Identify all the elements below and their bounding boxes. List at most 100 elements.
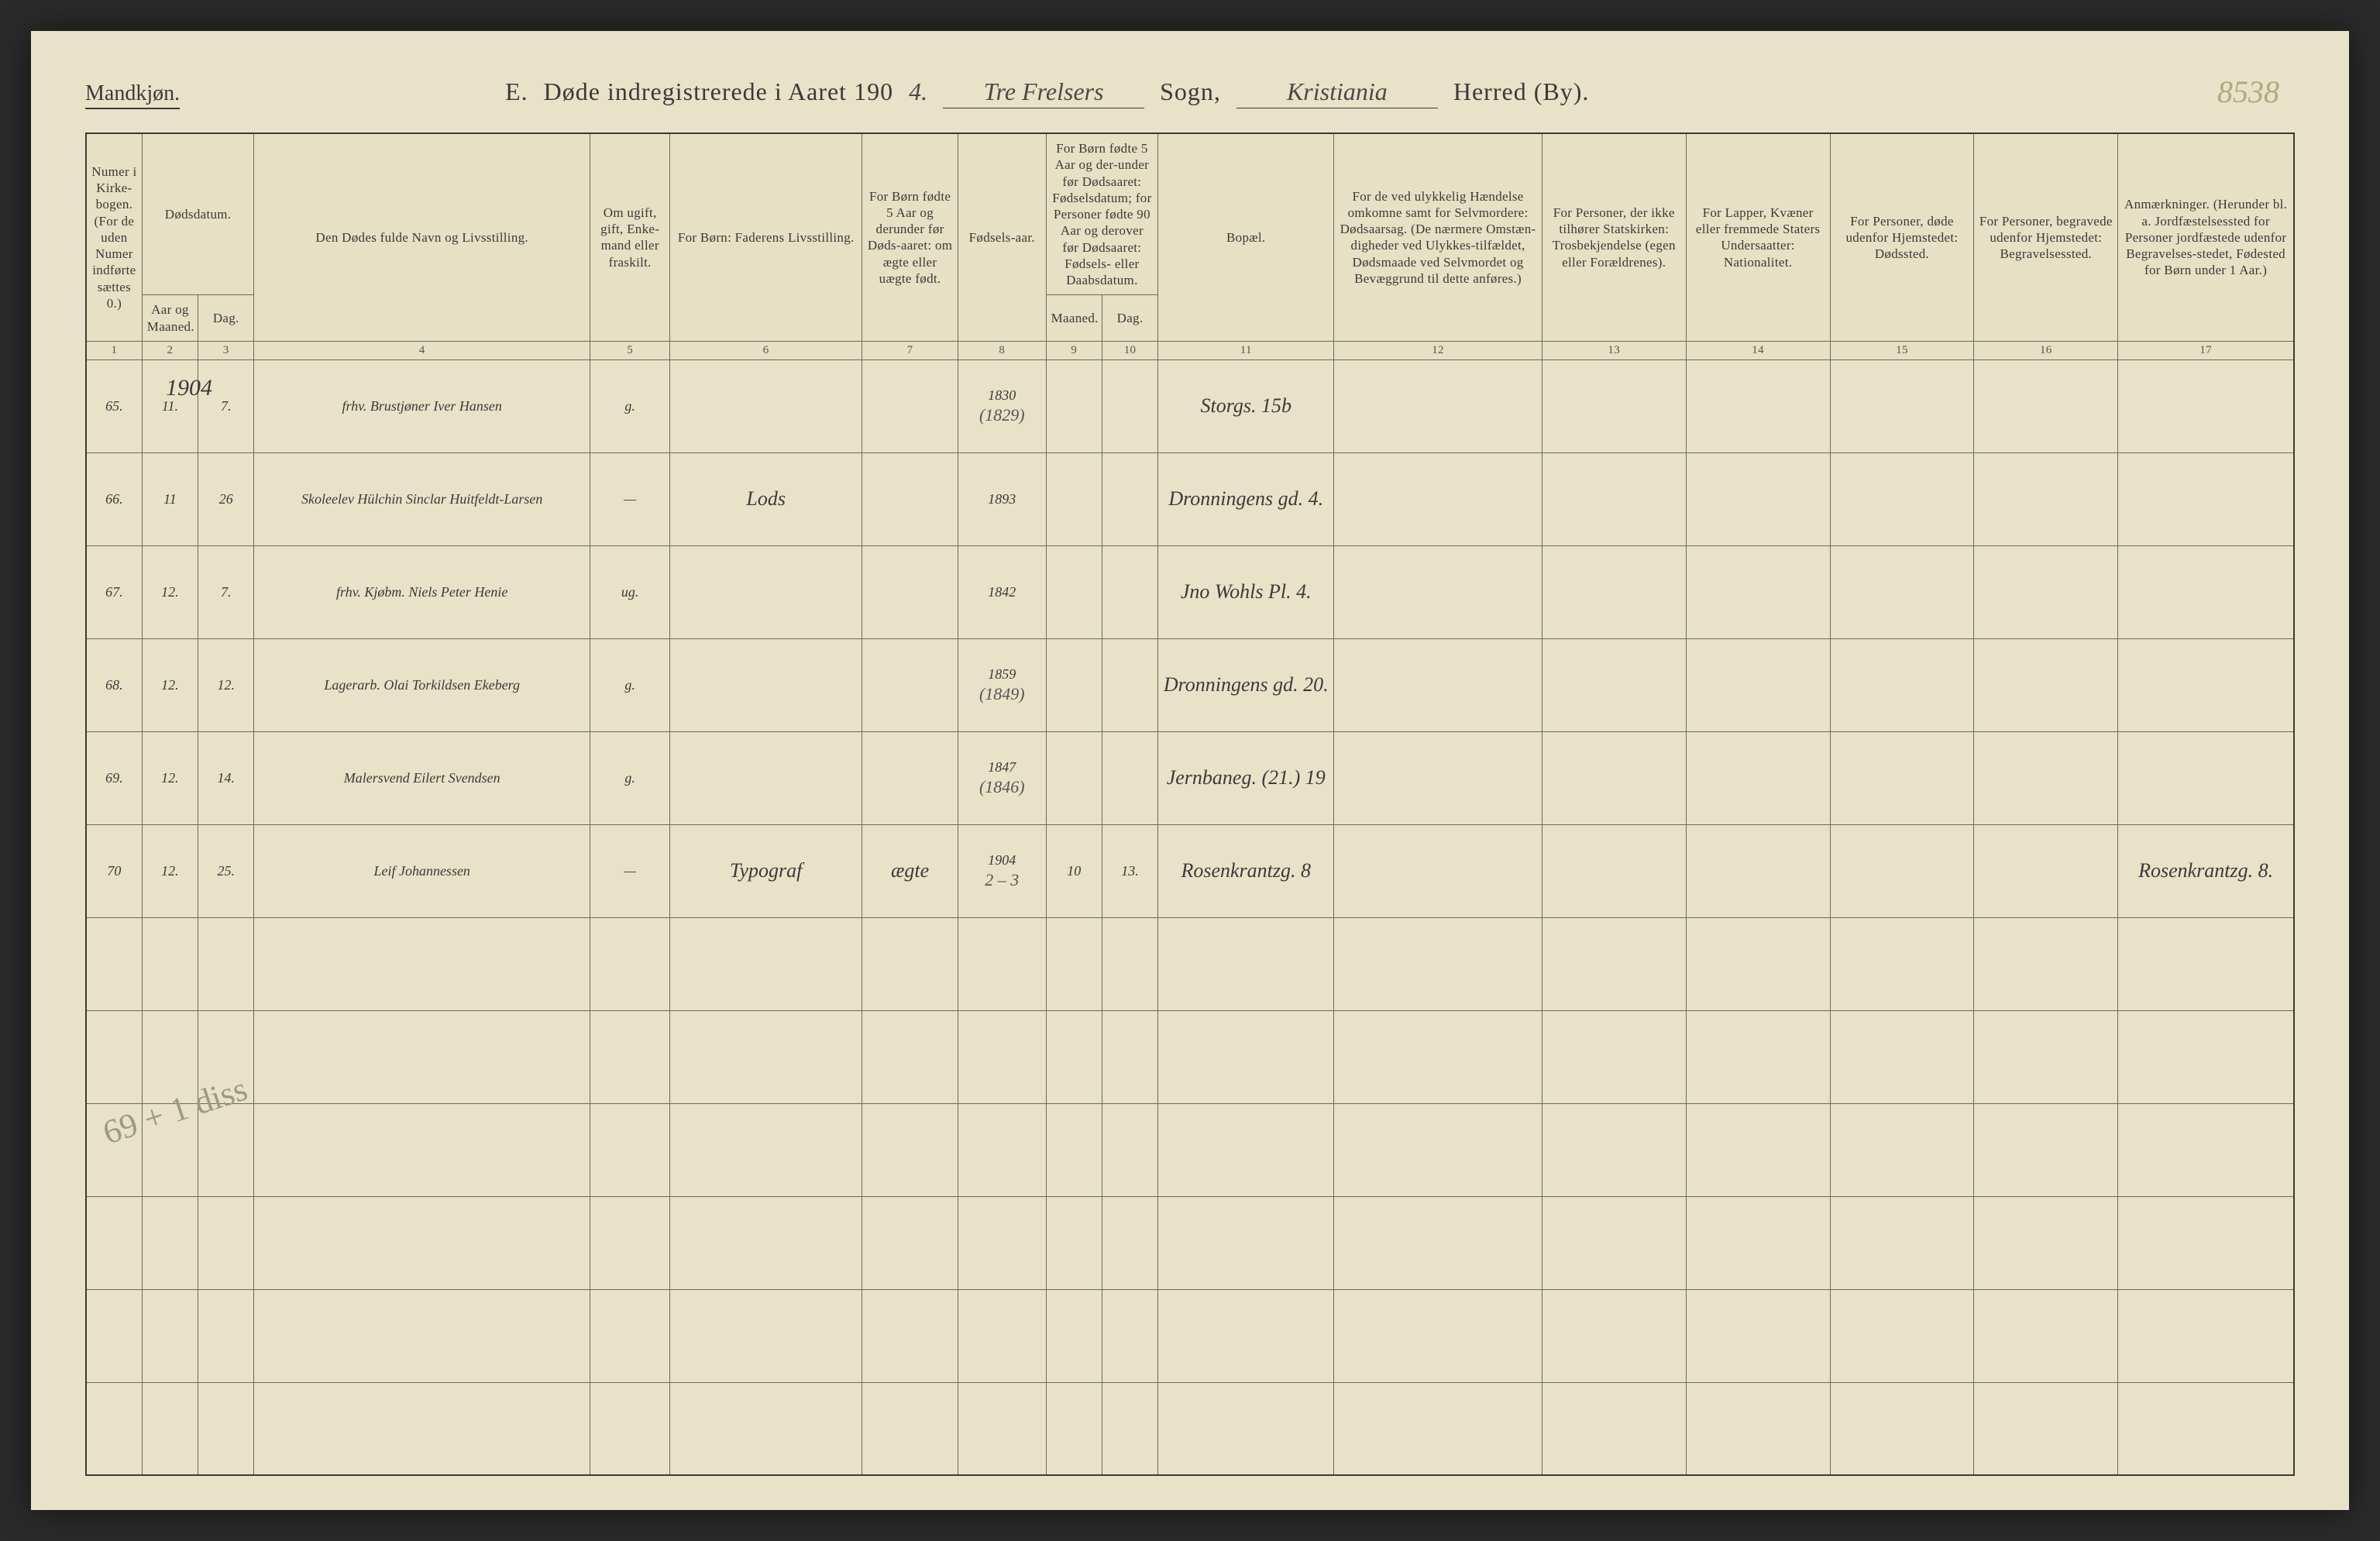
- cell-faar: 1830(1829): [958, 359, 1047, 452]
- empty-cell: [1102, 1289, 1157, 1382]
- cell-c16: [1974, 638, 2118, 731]
- col-header-2a: Dødsdatum.: [142, 133, 254, 295]
- cell-c13: [1542, 824, 1686, 917]
- cell-c15: [1830, 545, 1974, 638]
- empty-cell: [590, 1010, 670, 1103]
- table-row-empty: [86, 917, 2294, 1010]
- empty-cell: [1974, 1010, 2118, 1103]
- empty-cell: [1102, 1196, 1157, 1289]
- empty-cell: [1542, 1010, 1686, 1103]
- cell-ekte: ægte: [862, 824, 958, 917]
- cell-c16: [1974, 359, 2118, 452]
- empty-cell: [1158, 917, 1334, 1010]
- cell-c15: [1830, 638, 1974, 731]
- cell-ekte: [862, 731, 958, 824]
- cell-c17: [2118, 452, 2294, 545]
- cell-ekte: [862, 638, 958, 731]
- empty-cell: [198, 1382, 254, 1475]
- colnum: 10: [1102, 341, 1157, 359]
- year-above-col2: 1904: [166, 375, 212, 401]
- empty-cell: [2118, 1289, 2294, 1382]
- cell-num: 70: [86, 824, 142, 917]
- empty-cell: [862, 1289, 958, 1382]
- cell-far: [670, 545, 862, 638]
- empty-cell: [1542, 1289, 1686, 1382]
- cell-num: 68.: [86, 638, 142, 731]
- empty-cell: [1686, 1289, 1830, 1382]
- cell-faar: 1893: [958, 452, 1047, 545]
- empty-cell: [1102, 1382, 1157, 1475]
- cell-mnd: 12.: [142, 824, 198, 917]
- page-number: 8538: [2217, 74, 2279, 110]
- cell-navn: frhv. Brustjøner Iver Hansen: [254, 359, 590, 452]
- empty-cell: [1974, 1103, 2118, 1196]
- empty-cell: [1830, 1010, 1974, 1103]
- empty-cell: [958, 1103, 1047, 1196]
- cell-stand: g.: [590, 638, 670, 731]
- table-body: 65.11.7.frhv. Brustjøner Iver Hansen g. 18…: [86, 359, 2294, 1475]
- empty-cell: [1102, 1103, 1157, 1196]
- empty-cell: [958, 1289, 1047, 1382]
- empty-cell: [1686, 917, 1830, 1010]
- title-main: Døde indregistrerede i Aaret 190: [544, 77, 893, 106]
- empty-cell: [1830, 1196, 1974, 1289]
- empty-cell: [1334, 1103, 1542, 1196]
- cell-dag: 7.: [198, 359, 254, 452]
- colnum: 9: [1046, 341, 1102, 359]
- sogn-value: Tre Frelsers: [943, 77, 1144, 108]
- empty-cell: [1334, 1010, 1542, 1103]
- empty-cell: [142, 1289, 198, 1382]
- empty-cell: [1686, 1382, 1830, 1475]
- cell-c13: [1542, 638, 1686, 731]
- empty-cell: [1686, 1010, 1830, 1103]
- cell-dag: 25.: [198, 824, 254, 917]
- cell-fd: [1102, 545, 1157, 638]
- empty-cell: [1334, 917, 1542, 1010]
- cell-c17: [2118, 731, 2294, 824]
- colnum: 11: [1158, 341, 1334, 359]
- empty-cell: [1830, 1103, 1974, 1196]
- cell-faar: 1842: [958, 545, 1047, 638]
- cell-dag: 14.: [198, 731, 254, 824]
- cell-c12: [1334, 824, 1542, 917]
- cell-faar: 1859(1849): [958, 638, 1047, 731]
- table-row: 7012.25.Leif Johannessen—Typografægte190…: [86, 824, 2294, 917]
- cell-c13: [1542, 731, 1686, 824]
- cell-stand: —: [590, 452, 670, 545]
- header-row: Mandkjøn. E. Døde indregistrerede i Aare…: [85, 77, 2295, 109]
- table-row-empty: [86, 1382, 2294, 1475]
- table-row: 66.1126Skoleelev Hülchin Sinclar Huitfel…: [86, 452, 2294, 545]
- empty-cell: [862, 1103, 958, 1196]
- col-header-8: Fødsels-aar.: [958, 133, 1047, 341]
- empty-cell: [142, 1382, 198, 1475]
- empty-cell: [1974, 1382, 2118, 1475]
- cell-num: 65.: [86, 359, 142, 452]
- colnum: 4: [254, 341, 590, 359]
- cell-c15: [1830, 452, 1974, 545]
- col-header-12: For de ved ulykkelig Hændelse omkomne sa…: [1334, 133, 1542, 341]
- col-header-5: Om ugift, gift, Enke-mand eller fraskilt…: [590, 133, 670, 341]
- col-header-1: Numer i Kirke-bogen. (For de uden Numer …: [86, 133, 142, 341]
- empty-cell: [254, 1010, 590, 1103]
- cell-fm: [1046, 638, 1102, 731]
- ledger-page: 8538 Mandkjøn. E. Døde indregistrerede i…: [31, 31, 2349, 1510]
- empty-cell: [2118, 1382, 2294, 1475]
- cell-bopel: Dronningens gd. 4.: [1158, 452, 1334, 545]
- empty-cell: [86, 1196, 142, 1289]
- cell-mnd: 11: [142, 452, 198, 545]
- empty-cell: [2118, 1196, 2294, 1289]
- col-header-9: Maaned.: [1046, 295, 1102, 342]
- cell-c16: [1974, 731, 2118, 824]
- cell-fm: [1046, 359, 1102, 452]
- cell-c12: [1334, 452, 1542, 545]
- column-number-row: 1 2 3 4 5 6 7 8 9 10 11 12 13 14 15 16 1…: [86, 341, 2294, 359]
- empty-cell: [142, 917, 198, 1010]
- empty-cell: [670, 1289, 862, 1382]
- col-header-10: Dag.: [1102, 295, 1157, 342]
- col-header-15: For Personer, døde udenfor Hjemstedet: D…: [1830, 133, 1974, 341]
- cell-mnd: 11.: [142, 359, 198, 452]
- col-header-11: Bopæl.: [1158, 133, 1334, 341]
- empty-cell: [86, 1382, 142, 1475]
- empty-cell: [1686, 1196, 1830, 1289]
- empty-cell: [1046, 1103, 1102, 1196]
